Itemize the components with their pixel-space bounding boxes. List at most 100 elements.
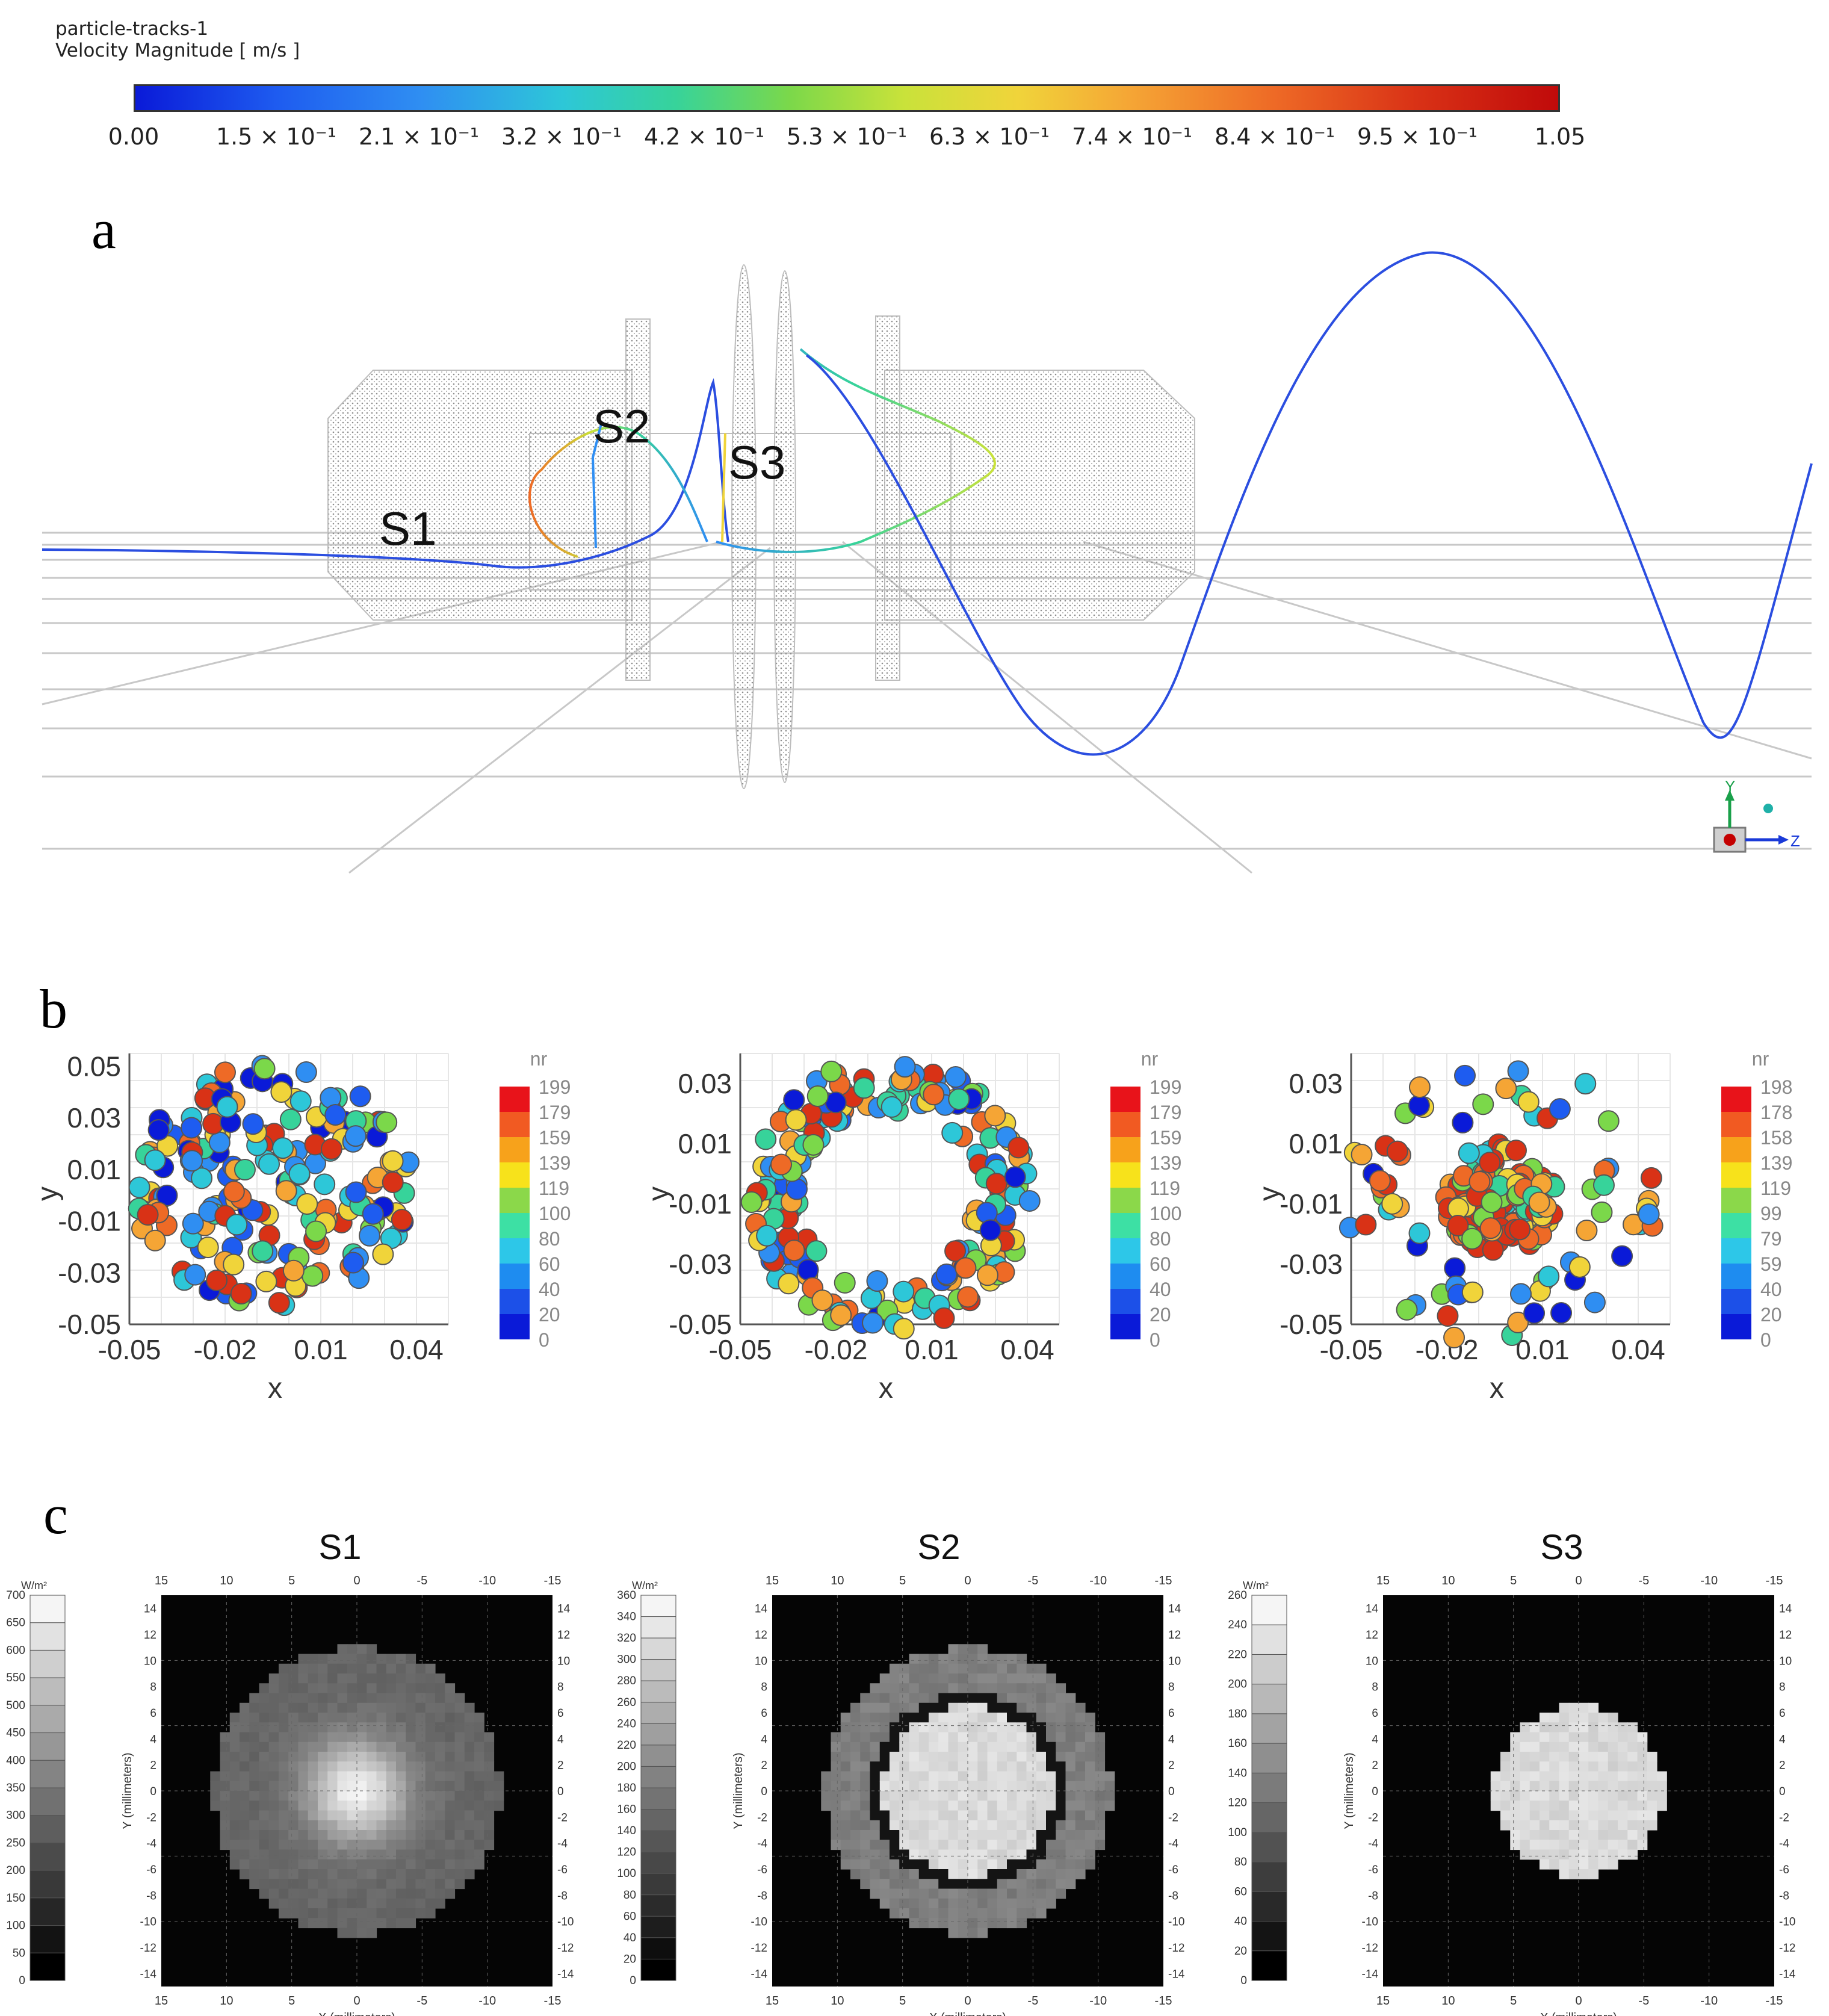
- map-cell: [1568, 1771, 1579, 1782]
- left-tick-label: -12: [140, 1942, 156, 1955]
- map-cell: [987, 1820, 998, 1831]
- map-cell: [425, 1898, 436, 1909]
- map-cell: [1056, 1722, 1066, 1733]
- map-cell: [347, 1918, 357, 1929]
- map-cell: [1510, 1781, 1521, 1791]
- map-cell: [484, 1840, 495, 1850]
- map-cell: [318, 1654, 328, 1664]
- map-cell: [347, 1898, 357, 1909]
- map-cell: [494, 1771, 504, 1782]
- map-cell: [918, 1683, 929, 1694]
- map-cell: [396, 1663, 406, 1674]
- map-cell: [948, 1800, 959, 1811]
- map-cell: [376, 1663, 387, 1674]
- map-cell: [977, 1654, 988, 1664]
- map-cell: [870, 1859, 880, 1870]
- y-tick-label: -0.05: [1280, 1309, 1343, 1340]
- map-cell: [860, 1771, 871, 1782]
- map-cell: [1529, 1781, 1540, 1791]
- map-cell: [977, 1791, 988, 1801]
- map-cell: [454, 1702, 465, 1713]
- map-cell: [445, 1888, 456, 1899]
- y-tick-label: -0.01: [58, 1206, 121, 1237]
- map-cell: [327, 1713, 338, 1723]
- map-cell: [318, 1742, 328, 1752]
- scatter-point: [1018, 1189, 1041, 1212]
- map-cell: [435, 1898, 445, 1909]
- colorbar-tick-label: 6.3 × 10⁻¹: [929, 123, 1050, 150]
- map-cell: [1549, 1859, 1560, 1870]
- map-cell: [1608, 1840, 1618, 1850]
- left-tick-label: 8: [1372, 1681, 1378, 1694]
- map-cell: [298, 1732, 309, 1743]
- map-cell: [1559, 1771, 1570, 1782]
- map-cell: [357, 1673, 367, 1684]
- map-cell: [1017, 1713, 1027, 1723]
- map-cell: [376, 1702, 387, 1713]
- map-cell: [298, 1869, 309, 1879]
- map-cell: [929, 1908, 939, 1918]
- scatter-point: [275, 1180, 297, 1202]
- map-cell: [279, 1849, 289, 1860]
- map-cell: [425, 1849, 436, 1860]
- colorbar-tick-label: 3.2 × 10⁻¹: [501, 123, 622, 150]
- map-cell: [1618, 1761, 1628, 1772]
- map-cell: [879, 1869, 890, 1879]
- map-cell: [1529, 1742, 1540, 1752]
- left-tick-label: -10: [751, 1916, 767, 1929]
- map-cell: [259, 1771, 270, 1782]
- map-cell: [1026, 1810, 1037, 1821]
- map-cell: [1549, 1752, 1560, 1762]
- map-cell: [268, 1732, 279, 1743]
- map-cell: [376, 1918, 387, 1929]
- map-cell: [899, 1840, 910, 1850]
- map-cell: [958, 1732, 968, 1743]
- scale-label: 260: [1228, 1589, 1247, 1602]
- map-cell: [909, 1830, 920, 1840]
- scatter-point: [226, 1214, 248, 1236]
- map-cell: [1095, 1830, 1106, 1840]
- right-tick-label: 12: [1779, 1629, 1792, 1642]
- map-cell: [879, 1810, 890, 1821]
- map-cell: [890, 1849, 900, 1860]
- map-cell: [890, 1752, 900, 1762]
- map-cell: [977, 1820, 988, 1831]
- map-cell: [879, 1752, 890, 1762]
- map-cell: [1007, 1752, 1017, 1762]
- map-cell: [386, 1722, 397, 1733]
- scale-label: 150: [6, 1892, 25, 1905]
- map-cell: [870, 1888, 880, 1899]
- left-tick-label: -2: [1368, 1811, 1378, 1824]
- map-cell: [1637, 1742, 1648, 1752]
- map-cell: [240, 1732, 250, 1743]
- map-cell: [1568, 1742, 1579, 1752]
- legend-swatch: [500, 1137, 530, 1162]
- map-cell: [958, 1771, 968, 1782]
- map-cell: [929, 1683, 939, 1694]
- map-cell: [210, 1800, 221, 1811]
- map-cell: [1647, 1752, 1657, 1762]
- map-cell: [347, 1869, 357, 1879]
- map-cell: [425, 1761, 436, 1772]
- map-cell: [840, 1771, 851, 1782]
- map-cell: [929, 1742, 939, 1752]
- map-cell: [958, 1908, 968, 1918]
- left-tick-label: -12: [1362, 1942, 1378, 1955]
- map-cell: [259, 1752, 270, 1762]
- map-cell: [1540, 1810, 1550, 1821]
- map-cell: [464, 1820, 475, 1831]
- map-cell: [288, 1673, 299, 1684]
- heatmap-S2: S2W/m²3603403203002802602402202001801601…: [617, 1528, 1185, 2016]
- right-tick-label: -12: [557, 1942, 574, 1955]
- legend-swatch: [500, 1112, 530, 1137]
- map-cell: [850, 1869, 861, 1879]
- map-cell: [1568, 1820, 1579, 1831]
- heatmap-title: S2: [918, 1528, 961, 1567]
- map-cell: [1095, 1820, 1106, 1831]
- map-cell: [918, 1693, 929, 1704]
- map-cell: [435, 1830, 445, 1840]
- map-cell: [210, 1781, 221, 1791]
- map-cell: [1007, 1918, 1017, 1929]
- map-cell: [899, 1673, 910, 1684]
- map-cell: [918, 1869, 929, 1879]
